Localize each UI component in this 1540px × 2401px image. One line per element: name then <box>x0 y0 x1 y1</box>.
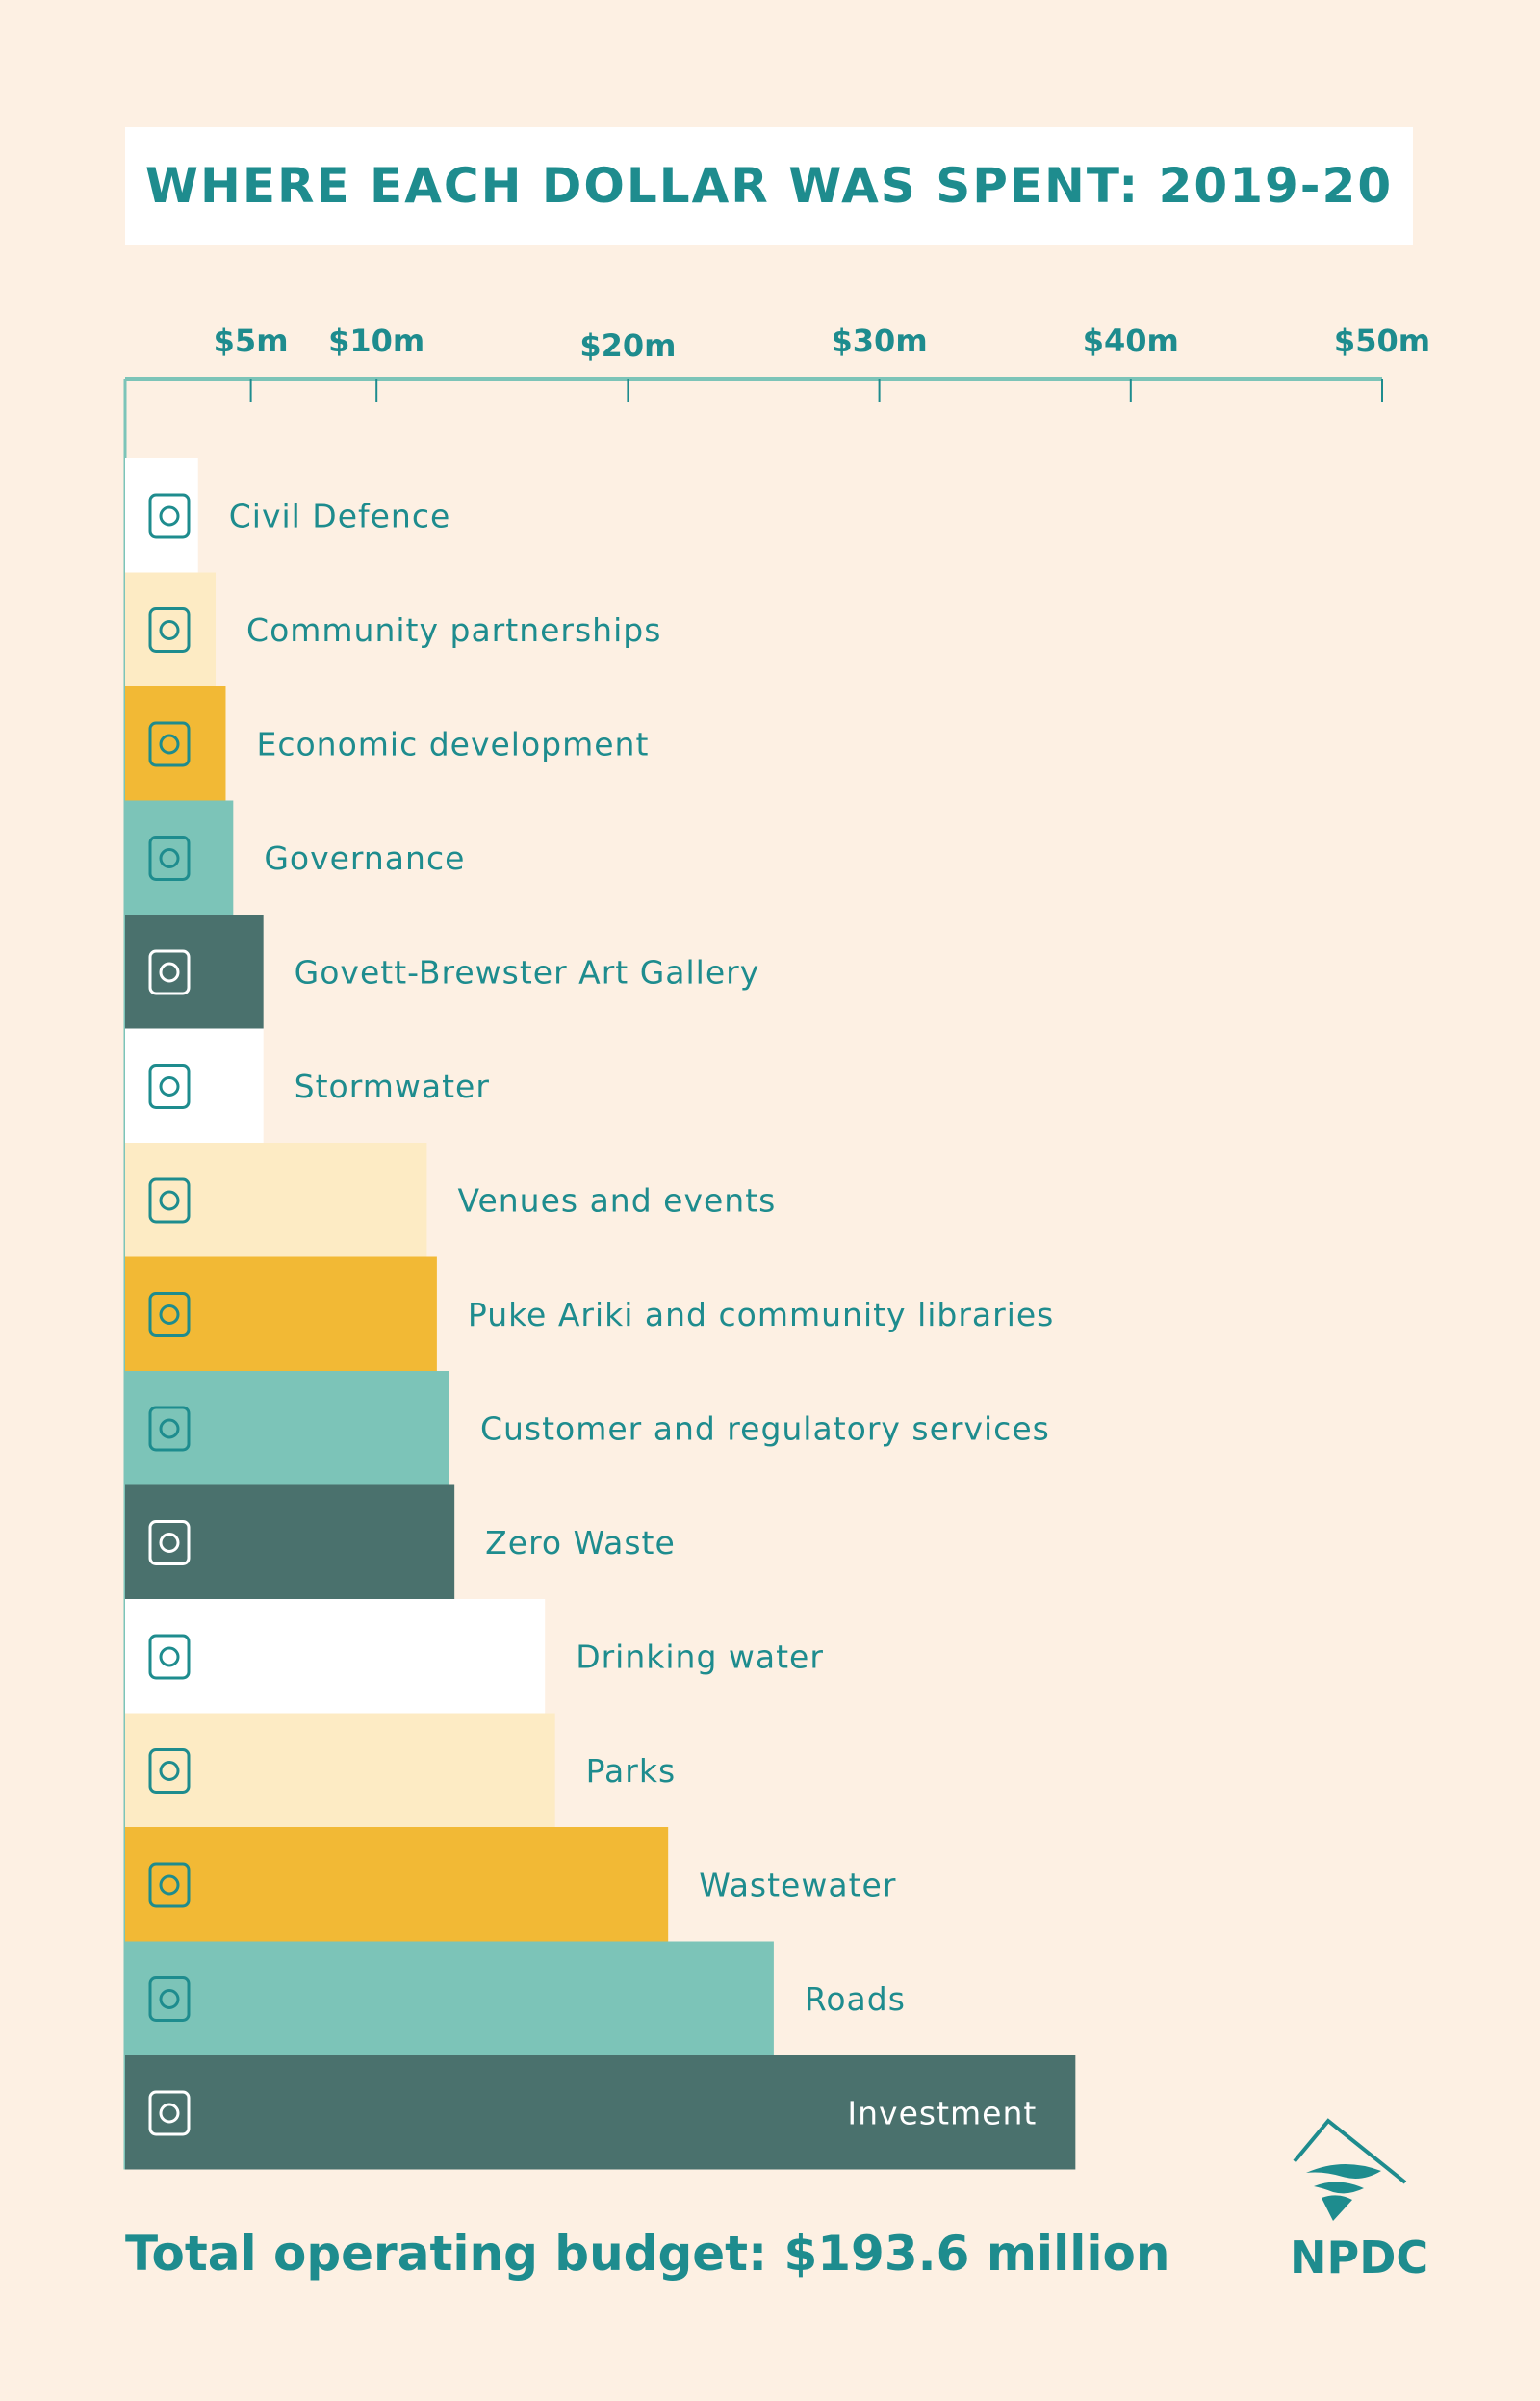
bar-label: Wastewater <box>699 1866 896 1903</box>
bar-zero-waste <box>125 1484 455 1599</box>
helicopter-icon <box>148 493 191 539</box>
umbrella-rain-icon <box>148 1064 191 1109</box>
bar-label: Governance <box>264 839 465 877</box>
npdc-logo-icon <box>1293 2118 1407 2221</box>
bar-label: Stormwater <box>295 1068 490 1105</box>
library-books-icon <box>148 1292 191 1337</box>
x-tick-label: $5m <box>214 323 289 359</box>
bar-label: Govett-Brewster Art Gallery <box>295 953 760 991</box>
clipboard-checklist-icon <box>148 836 191 881</box>
bar-label: Community partnerships <box>246 611 661 649</box>
people-group-icon <box>148 607 191 653</box>
art-palette-icon <box>148 949 191 995</box>
bench-tree-icon <box>148 1748 191 1794</box>
bar-label: Venues and events <box>457 1181 776 1219</box>
bar-puke-ariki-and-community-libraries <box>125 1256 437 1371</box>
bar-label: Roads <box>805 1980 906 2018</box>
traffic-light-icon <box>148 1976 191 2022</box>
microphone-music-icon <box>148 1177 191 1224</box>
bar-community-partnerships <box>125 572 217 686</box>
bar-label: Civil Defence <box>229 497 451 534</box>
x-tick-label: $10m <box>328 323 424 359</box>
bar-govett-brewster-art-gallery <box>125 915 264 1029</box>
logo-text: NPDC <box>1290 2232 1429 2284</box>
bar-investment <box>125 2055 1076 2170</box>
bar-stormwater <box>125 1028 264 1143</box>
bar-venues-and-events <box>125 1143 427 1257</box>
bar-label: Economic development <box>256 725 649 762</box>
bar-drinking-water <box>125 1599 546 1714</box>
chart-title: WHERE EACH DOLLAR WAS SPENT: 2019-20 <box>144 158 1394 214</box>
bar-roads <box>125 1941 774 2055</box>
x-tick-label: $40m <box>1083 323 1179 359</box>
x-tick-label: $50m <box>1334 323 1430 359</box>
coins-icon <box>148 2090 191 2136</box>
x-tick-label: $30m <box>832 323 928 359</box>
title-banner: WHERE EACH DOLLAR WAS SPENT: 2019-20 <box>125 127 1413 245</box>
bar-customer-and-regulatory-services <box>125 1371 449 1485</box>
bar-label: Customer and regulatory services <box>480 1409 1050 1447</box>
bar-economic-development <box>125 686 226 801</box>
recycling-bin-icon <box>148 1520 191 1565</box>
bar-parks <box>125 1713 555 1827</box>
x-tick-label: $20m <box>579 327 676 364</box>
bar-label: Puke Ariki and community libraries <box>468 1296 1055 1333</box>
bar-chart: $5m $10m $20m $30m $40m $50m Civil Defence Comm… <box>123 323 1430 2170</box>
bar-wastewater <box>125 1827 669 1942</box>
water-tap-icon <box>148 1634 191 1680</box>
phone-chat-icon <box>148 1406 191 1452</box>
total-budget-text: Total operating budget: $193.6 million <box>125 2226 1170 2282</box>
bar-label: Zero Waste <box>485 1524 676 1562</box>
water-drops-icon <box>148 1862 191 1908</box>
bar-label: Parks <box>586 1752 677 1790</box>
bar-label: Investment <box>847 2094 1037 2131</box>
bar-label: Drinking water <box>576 1638 824 1675</box>
seedlings-sun-icon <box>148 721 191 767</box>
